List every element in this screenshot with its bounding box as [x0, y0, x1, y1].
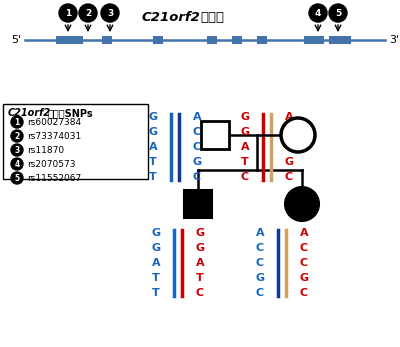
- Text: 1: 1: [14, 118, 20, 127]
- Text: C: C: [256, 243, 264, 253]
- Text: rs11552067: rs11552067: [27, 174, 81, 183]
- Circle shape: [79, 4, 97, 22]
- Circle shape: [285, 187, 319, 221]
- Circle shape: [59, 4, 77, 22]
- Text: C: C: [256, 258, 264, 268]
- Text: 4: 4: [315, 8, 321, 17]
- Text: A: A: [149, 142, 157, 152]
- Text: A: A: [285, 112, 293, 122]
- Text: C: C: [256, 288, 264, 298]
- Circle shape: [11, 172, 23, 184]
- Text: G: G: [300, 273, 308, 283]
- Text: A: A: [300, 228, 308, 238]
- Bar: [201, 121, 229, 149]
- Text: A: A: [196, 258, 204, 268]
- Text: C: C: [193, 142, 201, 152]
- Text: C: C: [285, 127, 293, 137]
- Text: T: T: [149, 172, 157, 182]
- Text: G: G: [148, 112, 158, 122]
- Text: rs2070573: rs2070573: [27, 160, 76, 169]
- Text: T: T: [152, 273, 160, 283]
- Circle shape: [11, 116, 23, 128]
- Circle shape: [281, 118, 315, 152]
- Text: C21orf2: C21orf2: [8, 108, 51, 118]
- Text: 遺伝子: 遺伝子: [200, 11, 224, 24]
- Circle shape: [329, 4, 347, 22]
- Text: C: C: [300, 243, 308, 253]
- Bar: [329, 36, 351, 44]
- Text: C: C: [300, 258, 308, 268]
- Bar: [56, 36, 82, 44]
- Text: C: C: [193, 172, 201, 182]
- Bar: [304, 36, 324, 44]
- Text: G: G: [240, 127, 250, 137]
- Text: A: A: [152, 258, 160, 268]
- Circle shape: [11, 158, 23, 170]
- Text: 2: 2: [85, 8, 91, 17]
- Circle shape: [101, 4, 119, 22]
- Text: G: G: [240, 112, 250, 122]
- Bar: [207, 36, 217, 44]
- Text: T: T: [196, 273, 204, 283]
- Text: 3: 3: [107, 8, 113, 17]
- Text: T: T: [149, 157, 157, 167]
- Text: 5: 5: [335, 8, 341, 17]
- Text: C: C: [193, 127, 201, 137]
- Text: C: C: [300, 288, 308, 298]
- Text: C: C: [196, 288, 204, 298]
- Circle shape: [11, 144, 23, 156]
- Bar: [232, 36, 242, 44]
- Text: C: C: [285, 172, 293, 182]
- Text: G: G: [152, 228, 160, 238]
- Text: C: C: [285, 142, 293, 152]
- Bar: [257, 36, 267, 44]
- Bar: [102, 36, 112, 44]
- Text: C21orf2: C21orf2: [141, 11, 200, 24]
- Text: G: G: [152, 243, 160, 253]
- Text: G: G: [192, 157, 202, 167]
- Text: G: G: [196, 243, 204, 253]
- Text: rs60027384: rs60027384: [27, 118, 81, 127]
- Text: 1: 1: [65, 8, 71, 17]
- Text: A: A: [193, 112, 201, 122]
- Bar: [184, 190, 212, 218]
- Text: T: T: [152, 288, 160, 298]
- Text: 5': 5': [11, 35, 21, 45]
- Text: G: G: [284, 157, 294, 167]
- Bar: [153, 36, 163, 44]
- Text: 4: 4: [14, 160, 20, 169]
- Text: A: A: [241, 142, 249, 152]
- Text: 3': 3': [389, 35, 399, 45]
- Circle shape: [309, 4, 327, 22]
- Circle shape: [11, 130, 23, 142]
- Text: T: T: [241, 157, 249, 167]
- Text: G: G: [256, 273, 264, 283]
- Text: 5: 5: [14, 174, 20, 183]
- Text: G: G: [196, 228, 204, 238]
- Text: rs73374031: rs73374031: [27, 132, 81, 141]
- Text: 2: 2: [14, 132, 20, 141]
- Text: 3: 3: [14, 145, 20, 154]
- Text: C: C: [241, 172, 249, 182]
- Text: G: G: [148, 127, 158, 137]
- Bar: [3, 104, 148, 179]
- Text: A: A: [256, 228, 264, 238]
- Text: rs11870: rs11870: [27, 145, 64, 154]
- Text: 領域のSNPs: 領域のSNPs: [48, 108, 94, 118]
